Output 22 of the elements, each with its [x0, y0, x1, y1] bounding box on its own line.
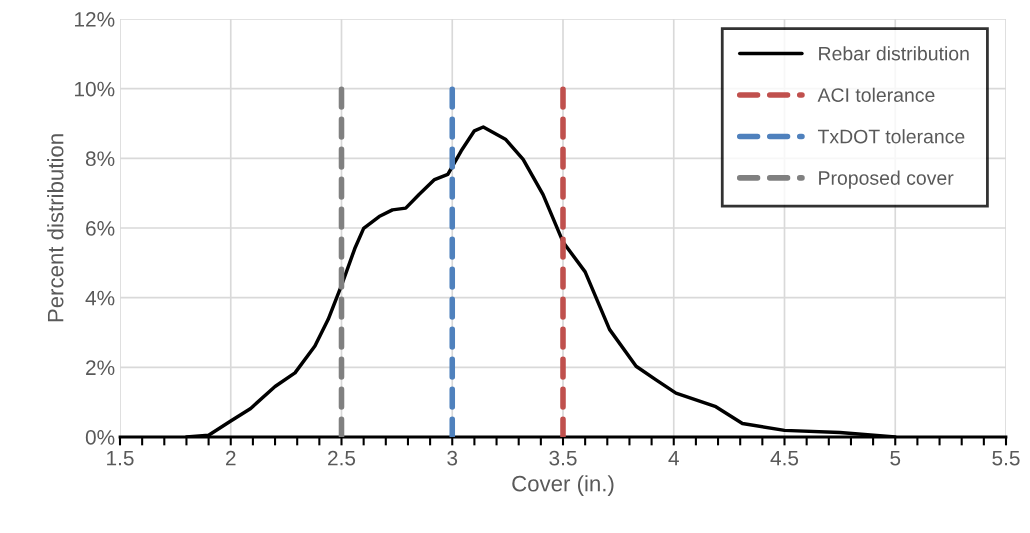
x-tick-label: 4	[668, 450, 679, 466]
x-tick-label: 5.5	[992, 450, 1020, 466]
legend-label: TxDOT tolerance	[817, 129, 965, 144]
x-tick-label: 2.5	[328, 450, 356, 466]
x-tick-label: 2	[226, 450, 236, 466]
legend-label: Proposed cover	[819, 170, 954, 189]
x-tick-label: 3	[447, 450, 458, 466]
y-tick-label: 12%	[75, 12, 115, 27]
y-tick-label: 10%	[75, 81, 115, 97]
y-tick-label: 4%	[85, 290, 115, 306]
y-axis-title: Percent distribution	[47, 134, 64, 322]
y-tick-label: 6%	[86, 221, 115, 236]
x-tick-label: 5	[890, 450, 901, 466]
y-tick-label: 0%	[85, 430, 115, 445]
x-axis-title: Cover (in.)	[512, 475, 614, 496]
x-tick-label: 1.5	[107, 450, 134, 466]
x-tick-label: 4.5	[770, 450, 799, 466]
legend-label: ACI tolerance	[817, 87, 935, 102]
x-tick-label: 3.5	[549, 450, 577, 466]
y-tick-label: 8%	[85, 151, 115, 167]
legend-label: Rebar distribution	[819, 46, 969, 61]
y-tick-label: 2%	[86, 360, 115, 376]
